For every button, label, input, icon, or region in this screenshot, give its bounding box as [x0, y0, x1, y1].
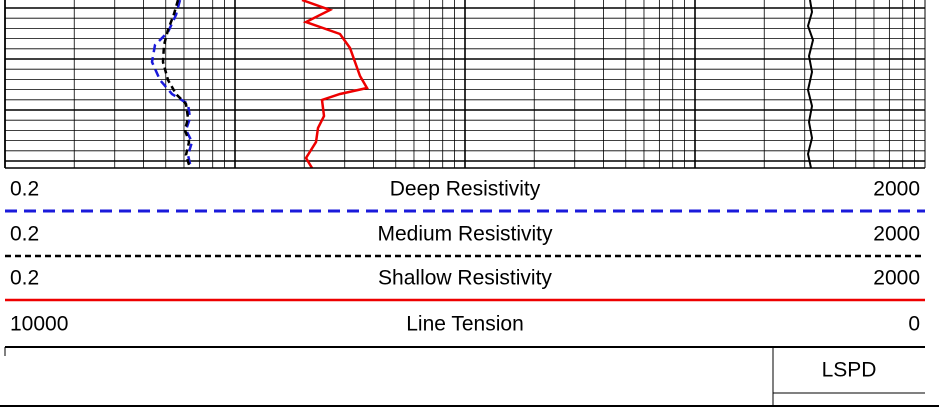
footer-label: LSPD	[822, 359, 877, 382]
scale-min: 0.2	[10, 223, 39, 246]
deep-curve	[150, 0, 194, 169]
curve-name: Medium Resistivity	[377, 223, 553, 246]
scale-max: 0	[908, 313, 920, 336]
scale-max: 2000	[873, 267, 920, 290]
tension-curve	[806, 0, 815, 169]
curve-name: Shallow Resistivity	[378, 267, 552, 290]
scale-min: 0.2	[10, 178, 39, 201]
scale-min: 10000	[10, 313, 68, 336]
curve-name: Deep Resistivity	[390, 178, 541, 201]
scale-max: 2000	[873, 223, 920, 246]
legend: 0.2 Deep Resistivity 2000 0.2 Medium Resisti…	[10, 178, 920, 336]
scale-max: 2000	[873, 178, 920, 201]
grid	[4, 0, 926, 168]
curve-name: Line Tension	[406, 313, 524, 336]
shallow-curve	[301, 0, 369, 169]
scale-min: 0.2	[10, 267, 39, 290]
medium-curve	[161, 0, 192, 169]
